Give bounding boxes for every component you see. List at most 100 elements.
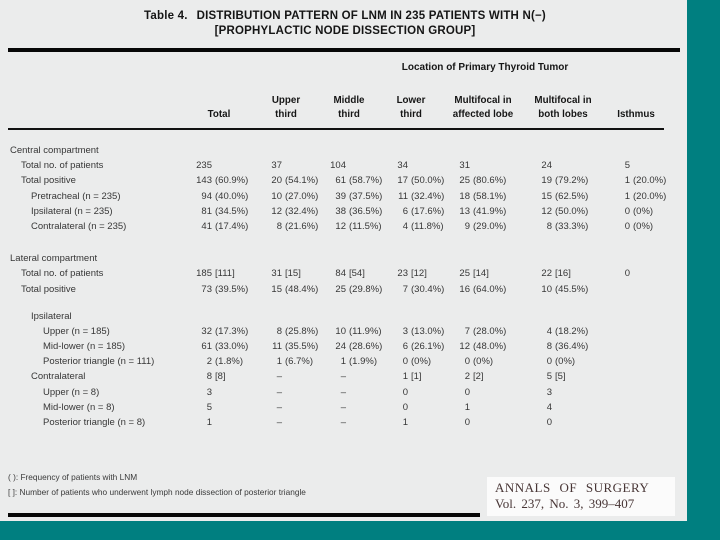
table-row: Posterior triangle (n = 8) 1 – – 1 0 0 [8,415,670,430]
table-row: Contralateral 8 [8] – – 1 [1] 2 [2] 5 [5] [8,369,670,384]
table-cell: 11 (35.5%) [272,341,319,353]
table-cell: 3 (13.0%) [402,325,445,337]
row-label: Total positive [21,283,76,295]
row-label: Ipsilateral (n = 235) [31,205,113,217]
table-cell: 3 [206,386,212,398]
table-title-line2: [PROPHYLACTIC NODE DISSECTION GROUP] [214,25,476,37]
table-cell: 19 (79.2%) [541,175,589,187]
table-row: Lateral compartment [8,251,670,266]
table-row: Total positive 143 (60.9%) 20 (54.1%) 61 (58.7… [8,173,670,188]
table-cell: 84 [54] [335,268,365,280]
row-label: Mid-lower (n = 8) [43,401,115,413]
table-cell: 8 (25.8%) [276,325,319,337]
table-cell: 0 (0%) [624,220,654,232]
table-cell: 12 (48.0%) [459,341,507,353]
table-title-line1: Table 4. DISTRIBUTION PATTERN OF LNM IN 2… [8,9,682,24]
table-cell: 6 (26.1%) [402,341,445,353]
table-cell: 3 [546,386,552,398]
table-cell: 1 (6.7%) [276,356,313,368]
table-cell: 0 [546,417,552,428]
table-cell: 0 [402,386,408,398]
table-cell: 5 [206,401,212,413]
table-row: Pretracheal (n = 235) 94 (40.0%) 10 (27.0%) 3… [8,189,670,204]
table-cell: 0 (0%) [402,356,432,368]
table-cell: – [276,371,282,383]
table-cell: 0 [464,386,470,398]
table-cell: 104 [330,160,346,172]
table-cell: 24 [541,160,552,172]
table-cell: 13 (41.9%) [459,205,507,217]
row-label: Upper (n = 185) [43,325,110,337]
header-rule [8,128,664,130]
table-cell: 1 [402,417,408,428]
table-cell: 38 (36.5%) [335,205,383,217]
table-cell [602,324,670,339]
table-cell: 16 (64.0%) [459,283,507,295]
header-spacer [8,122,184,124]
table-row: Ipsilateral (n = 235) 81 (34.5%) 12 (32.4%) 3… [8,204,670,219]
table-cell: 2 [2] [464,371,484,383]
bottom-rule [8,513,480,517]
table-cell: 25 (29.8%) [335,283,383,295]
table-row: Total positive 73 (39.5%) 15 (48.4%) 25 (29.8%… [8,282,670,297]
table-cell: 12 (50.0%) [541,205,589,217]
table-cell: – [340,386,346,398]
table-cell: 4 [546,401,552,413]
table-cell: 32 (17.3%) [201,325,249,337]
table-cell: 94 (40.0%) [201,190,249,202]
table-cell: 8 (36.4%) [546,341,589,353]
column-spanner-heading: Location of Primary Thyroid Tumor [401,62,569,73]
table-row: Upper (n = 8) 3 – – 0 0 3 [8,385,670,400]
row-label: Upper (n = 8) [43,386,100,398]
table-number: Table 4. [144,10,188,22]
table-cell: 6 (17.6%) [402,205,445,217]
column-header-middle-third: Middle third [333,95,365,120]
row-label: Central compartment [10,145,99,156]
table-cell: 18 (58.1%) [459,190,507,202]
row-label: Pretracheal (n = 235) [31,190,121,202]
table-cell: 1 (20.0%) [624,190,667,202]
table-cell: 5 [624,160,630,172]
table-cell: 0 (0%) [464,356,494,368]
table-cell: 10 (27.0%) [271,190,319,202]
table-cell [602,282,670,297]
column-header-isthmus: Isthmus [617,109,655,120]
table-cell: 0 [464,417,470,428]
table-cell: 10 (11.9%) [335,325,382,337]
table-cell: 31 [15] [271,268,301,280]
table-row: Mid-lower (n = 8) 5 – – 0 1 4 [8,400,670,415]
table-cell: 5 [5] [546,371,566,383]
table-row: Contralateral (n = 235) 41 (17.4%) 8 (21.6%)… [8,219,670,234]
table-cell: 20 (54.1%) [271,175,319,187]
table-cell: 12 (32.4%) [271,205,319,217]
row-label: Ipsilateral [31,310,72,322]
column-header-multifocal-affected: Multifocal in affected lobe [452,95,514,120]
table-title-text: DISTRIBUTION PATTERN OF LNM IN 235 PATIE… [196,10,546,22]
table-cell: 15 (62.5%) [541,190,589,202]
table-cell: – [340,417,346,428]
footnote-parentheses: ( ): Frequency of patients with LNM [8,472,138,482]
table-cell: 22 [16] [541,268,571,280]
teal-bottom-band [0,521,720,540]
table-cell: 235 [196,160,212,172]
table-cell: 34 [397,160,408,172]
table-cell [602,369,670,384]
table-cell [602,339,670,354]
table-cell: 1 (20.0%) [624,175,667,187]
row-label: Total no. of patients [21,268,104,280]
row-label: Total no. of patients [21,160,104,172]
table-cell: 61 (58.7%) [335,175,383,187]
table-cell: 8 [8] [206,371,226,383]
table-cell: 7 (28.0%) [464,325,507,337]
table-cell: – [276,417,282,428]
table-cell: 24 (28.6%) [335,341,383,353]
row-label: Contralateral (n = 235) [31,220,127,232]
table-cell: 185 [111] [196,268,235,280]
table-cell: 10 (45.5%) [541,283,589,295]
journal-citation: ANNALS OF SURGERY Vol. 237, No. 3, 399–4… [487,477,675,516]
table-cell: 1 [206,417,212,428]
table-cell: 15 (48.4%) [271,283,319,295]
table-cell: 11 (32.4%) [398,190,445,202]
table-cell: – [340,371,346,383]
